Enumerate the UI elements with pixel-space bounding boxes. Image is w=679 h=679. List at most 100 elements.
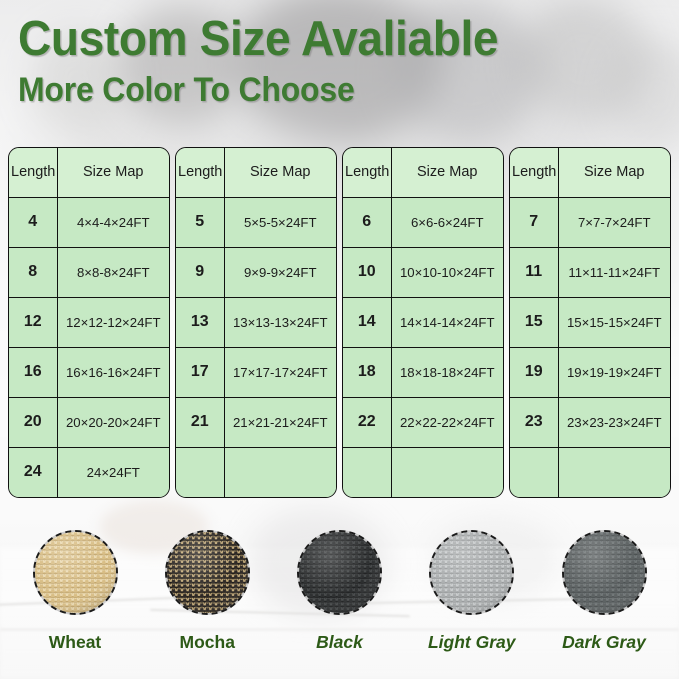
cell-length — [176, 446, 225, 497]
swatch-label: Mocha — [179, 632, 235, 652]
column-header-size-map: Size Map — [557, 148, 670, 198]
cell-size-map: 8×8-8×24FT — [56, 246, 169, 298]
column-header-length: Length — [510, 148, 559, 198]
weave-texture — [299, 532, 380, 613]
table-row: 24 24×24FT — [9, 446, 169, 497]
cell-size-map: 16×16-16×24FT — [56, 346, 169, 398]
cell-size-map — [390, 446, 503, 497]
cell-length: 15 — [510, 296, 559, 348]
page-title: Custom Size Avaliable — [18, 12, 499, 66]
table-row: 15 15×15-15×24FT — [510, 296, 670, 348]
cell-length: 12 — [9, 296, 58, 348]
cell-size-map: 19×19-19×24FT — [557, 346, 670, 398]
table-row: 11 11×11-11×24FT — [510, 246, 670, 298]
table-header-row: Length Size Map — [343, 148, 503, 198]
table-row: 6 6×6-6×24FT — [343, 196, 503, 248]
cell-size-map: 12×12-12×24FT — [56, 296, 169, 348]
cell-size-map: 4×4-4×24FT — [56, 196, 169, 248]
weave-texture — [34, 532, 116, 613]
size-table: Length Size Map 6 6×6-6×24FT 10 10×10-10×24FT… — [342, 147, 504, 498]
swatch-label: Light Gray — [427, 632, 516, 652]
table-row: 23 23×23-23×24FT — [510, 396, 670, 448]
cell-length: 17 — [176, 346, 225, 398]
cell-size-map: 18×18-18×24FT — [390, 346, 503, 398]
column-header-length: Length — [343, 148, 392, 198]
fabric-swatch-dark-gray[interactable] — [561, 530, 647, 615]
column-header-size-map: Size Map — [223, 148, 336, 198]
column-header-size-map: Size Map — [390, 148, 503, 198]
color-swatch-item[interactable]: Wheat — [14, 530, 136, 653]
color-swatch-item[interactable]: Mocha — [146, 530, 268, 653]
fabric-swatch-mocha[interactable] — [164, 530, 250, 615]
cell-size-map — [223, 446, 336, 497]
table-row — [510, 446, 670, 497]
swatch-label: Dark Gray — [562, 632, 646, 652]
heading-block: Custom Size Avaliable More Color To Choo… — [0, 0, 679, 108]
column-header-length: Length — [9, 148, 58, 198]
weave-texture — [431, 532, 513, 613]
cell-length: 18 — [343, 346, 392, 398]
cell-size-map: 5×5-5×24FT — [223, 196, 336, 248]
color-swatch-item[interactable]: Black — [279, 530, 401, 653]
table-row — [343, 446, 503, 497]
table-row: 21 21×21-21×24FT — [176, 396, 336, 448]
fabric-swatch-wheat[interactable] — [32, 530, 118, 615]
cell-length: 23 — [510, 396, 559, 448]
table-row: 16 16×16-16×24FT — [9, 346, 169, 398]
cell-length — [510, 446, 559, 497]
table-row: 17 17×17-17×24FT — [176, 346, 336, 398]
table-row: 13 13×13-13×24FT — [176, 296, 336, 348]
table-row: 7 7×7-7×24FT — [510, 196, 670, 248]
cell-size-map: 17×17-17×24FT — [223, 346, 336, 398]
table-header-row: Length Size Map — [176, 148, 336, 198]
cell-length: 22 — [343, 396, 392, 448]
page-subtitle: More Color To Choose — [18, 70, 355, 109]
cell-length: 19 — [510, 346, 559, 398]
size-table: Length Size Map 4 4×4-4×24FT 8 8×8-8×24FT 12 12… — [8, 147, 170, 498]
table-row: 14 14×14-14×24FT — [343, 296, 503, 348]
column-header-length: Length — [176, 148, 225, 198]
swatch-label: Black — [316, 632, 363, 652]
table-row: 18 18×18-18×24FT — [343, 346, 503, 398]
cell-size-map: 23×23-23×24FT — [557, 396, 670, 448]
cell-length: 10 — [343, 246, 392, 298]
table-row: 20 20×20-20×24FT — [9, 396, 169, 448]
cell-length: 20 — [9, 396, 58, 448]
cell-size-map: 15×15-15×24FT — [557, 296, 670, 348]
color-swatch-item[interactable]: Light Gray — [411, 530, 533, 653]
cell-length: 9 — [176, 246, 225, 298]
table-row: 8 8×8-8×24FT — [9, 246, 169, 298]
column-header-size-map: Size Map — [56, 148, 169, 198]
cell-size-map: 6×6-6×24FT — [390, 196, 503, 248]
cell-size-map: 11×11-11×24FT — [557, 246, 670, 298]
fabric-swatch-black[interactable] — [297, 530, 382, 615]
cell-length: 13 — [176, 296, 225, 348]
cell-length: 21 — [176, 396, 225, 448]
fabric-swatch-light-gray[interactable] — [429, 530, 515, 615]
size-tables-group: Length Size Map 4 4×4-4×24FT 8 8×8-8×24FT 12 12… — [8, 147, 671, 498]
table-row: 22 22×22-22×24FT — [343, 396, 503, 448]
table-header-row: Length Size Map — [9, 148, 169, 198]
weave-texture — [563, 532, 645, 613]
cell-size-map: 22×22-22×24FT — [390, 396, 503, 448]
cell-length: 5 — [176, 196, 225, 248]
cell-length: 4 — [9, 196, 58, 248]
size-table: Length Size Map 7 7×7-7×24FT 11 11×11-11×24FT… — [509, 147, 671, 498]
cell-size-map: 9×9-9×24FT — [223, 246, 336, 298]
cell-length: 6 — [343, 196, 392, 248]
cell-size-map: 13×13-13×24FT — [223, 296, 336, 348]
table-header-row: Length Size Map — [510, 148, 670, 198]
table-row: 9 9×9-9×24FT — [176, 246, 336, 298]
cell-length: 7 — [510, 196, 559, 248]
cell-size-map: 24×24FT — [56, 446, 169, 497]
table-row: 19 19×19-19×24FT — [510, 346, 670, 398]
color-swatch-item[interactable]: Dark Gray — [543, 530, 665, 653]
swatch-label: Wheat — [48, 632, 102, 652]
cell-size-map: 10×10-10×24FT — [390, 246, 503, 298]
table-row: 4 4×4-4×24FT — [9, 196, 169, 248]
cell-size-map: 14×14-14×24FT — [390, 296, 503, 348]
weave-texture — [166, 532, 248, 613]
cell-size-map: 7×7-7×24FT — [557, 196, 670, 248]
size-table: Length Size Map 5 5×5-5×24FT 9 9×9-9×24FT 13 13… — [175, 147, 337, 498]
